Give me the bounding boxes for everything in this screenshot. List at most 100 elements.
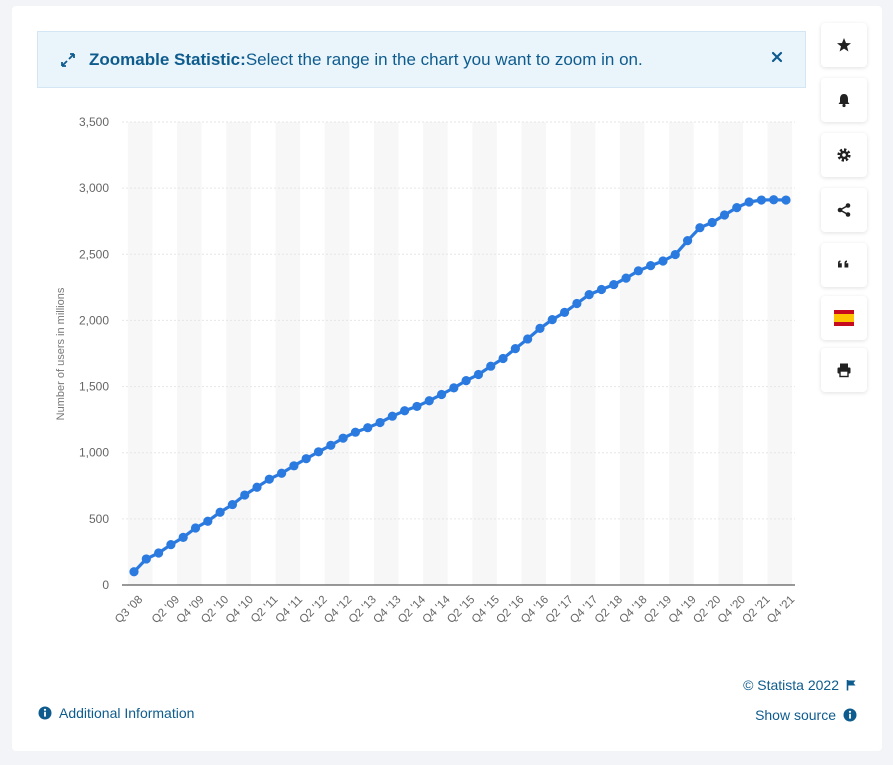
data-point[interactable] (732, 202, 742, 213)
chart-band (373, 122, 399, 585)
gear-icon (837, 148, 851, 162)
data-point[interactable] (338, 433, 348, 443)
data-point[interactable] (424, 396, 434, 406)
data-point[interactable] (707, 217, 717, 228)
chart-band (324, 122, 350, 585)
data-point[interactable] (547, 315, 557, 325)
chart-band (767, 122, 793, 585)
x-tick-label: Q3 '08 (113, 594, 145, 626)
data-point[interactable] (203, 516, 213, 526)
close-icon[interactable] (769, 49, 785, 65)
zoom-banner: Zoomable Statistic: Select the range in … (37, 31, 806, 88)
data-point[interactable] (264, 474, 274, 484)
x-tick-label: Q2 '11 (249, 594, 281, 626)
data-point[interactable] (363, 423, 373, 433)
cite-button[interactable] (821, 243, 867, 287)
data-point[interactable] (277, 468, 287, 478)
data-point[interactable] (436, 389, 447, 400)
data-point[interactable] (473, 369, 484, 380)
data-point[interactable] (658, 256, 668, 266)
data-point[interactable] (769, 195, 779, 205)
banner-text: Select the range in the chart you want t… (245, 49, 643, 69)
chart-grid (122, 121, 795, 520)
y-axis-ticks: 0 500 1,000 1,500 2,000 2,500 3,000 3,500 (79, 115, 109, 592)
data-point[interactable] (166, 540, 176, 550)
show-source-link[interactable]: Show source (755, 707, 857, 723)
expand-icon (61, 52, 75, 67)
bell-icon (838, 94, 850, 108)
additional-information-label: Additional Information (59, 705, 195, 721)
additional-information-link[interactable]: Additional Information (38, 705, 194, 721)
share-button[interactable] (821, 188, 867, 232)
data-point[interactable] (240, 490, 250, 500)
data-point[interactable] (387, 411, 397, 421)
data-point[interactable] (412, 401, 422, 412)
print-icon (837, 363, 851, 378)
chart-band (423, 122, 448, 585)
data-point[interactable] (633, 266, 643, 276)
data-point[interactable] (646, 261, 656, 271)
data-point[interactable] (744, 197, 754, 207)
chart-bands (127, 122, 793, 585)
data-point[interactable] (461, 376, 471, 386)
data-point[interactable] (584, 290, 594, 300)
data-point[interactable] (252, 482, 262, 492)
chart-band (226, 122, 251, 585)
data-point[interactable] (129, 567, 139, 577)
data-point[interactable] (400, 406, 410, 416)
favorite-button[interactable] (821, 23, 867, 67)
data-point[interactable] (178, 532, 188, 542)
data-point[interactable] (695, 223, 705, 233)
data-point[interactable] (756, 195, 766, 205)
data-point[interactable] (523, 334, 533, 344)
data-point[interactable] (510, 344, 520, 354)
data-point[interactable] (621, 273, 631, 283)
data-point[interactable] (572, 298, 582, 309)
data-point[interactable] (301, 454, 311, 464)
star-icon (837, 38, 851, 52)
language-button[interactable] (821, 296, 867, 340)
data-point[interactable] (190, 523, 201, 533)
data-point[interactable] (289, 461, 299, 471)
chart-band (127, 122, 153, 585)
x-tick-label: Q4 '21 (765, 594, 797, 626)
info-icon (843, 708, 857, 722)
settings-button[interactable] (821, 133, 867, 177)
share-icon (837, 203, 851, 217)
data-point[interactable] (670, 249, 680, 260)
data-point[interactable] (313, 447, 324, 457)
data-point[interactable] (326, 440, 336, 450)
y-axis-label: Number of users in millions (55, 287, 67, 420)
chart-band (521, 122, 547, 585)
data-point[interactable] (141, 554, 151, 564)
chart-band (718, 122, 743, 585)
data-point[interactable] (449, 383, 459, 393)
credit-text: © Statista 2022 (743, 677, 839, 693)
data-point[interactable] (682, 236, 693, 246)
data-point[interactable] (596, 284, 607, 295)
y-tick-label: 2,000 (79, 313, 109, 327)
data-point[interactable] (350, 427, 361, 437)
info-icon (38, 706, 52, 720)
data-point[interactable] (535, 323, 545, 333)
data-point[interactable] (227, 499, 238, 510)
quote-icon (838, 260, 849, 268)
data-point[interactable] (154, 548, 164, 558)
data-point[interactable] (486, 361, 496, 371)
flag-icon (834, 310, 854, 326)
chart-band (570, 122, 596, 585)
data-point[interactable] (498, 353, 508, 364)
y-tick-label: 2,500 (79, 247, 109, 261)
y-tick-label: 500 (89, 512, 109, 526)
notification-button[interactable] (821, 78, 867, 122)
print-button[interactable] (821, 348, 867, 392)
data-point[interactable] (559, 307, 570, 317)
data-point[interactable] (215, 507, 225, 517)
statista-credit[interactable]: © Statista 2022 (743, 677, 857, 693)
data-point[interactable] (781, 195, 791, 205)
data-point[interactable] (719, 210, 730, 220)
data-point[interactable] (609, 279, 619, 290)
data-point[interactable] (375, 417, 385, 428)
chart-band (619, 122, 645, 585)
